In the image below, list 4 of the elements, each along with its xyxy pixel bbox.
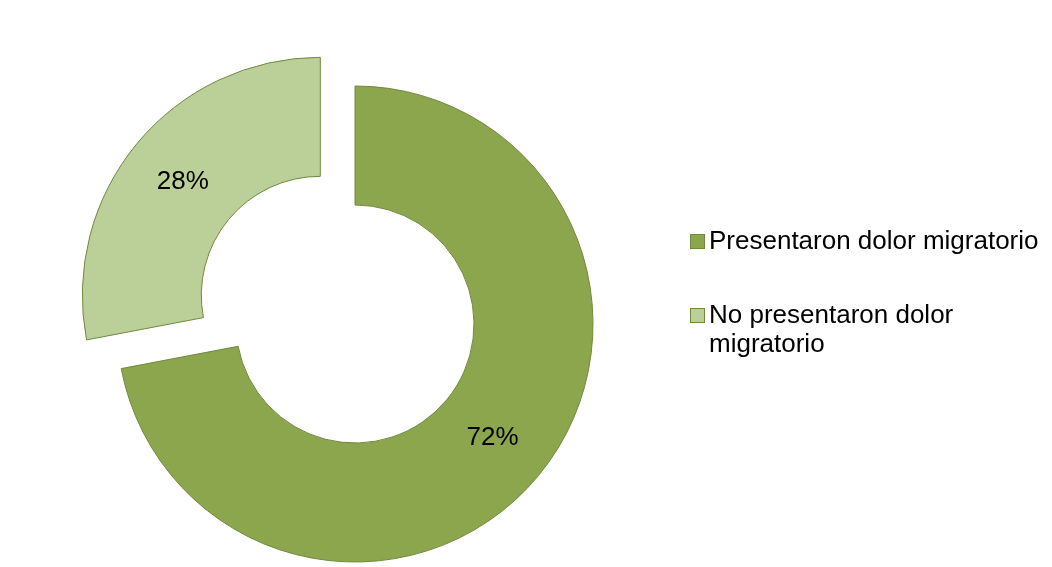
data-label: 28% <box>156 164 209 195</box>
data-label: 72% <box>466 420 519 451</box>
legend-label: No presentaron dolor migratorio <box>709 299 955 358</box>
legend-label: Presentaron dolor migratorio <box>709 225 1040 255</box>
